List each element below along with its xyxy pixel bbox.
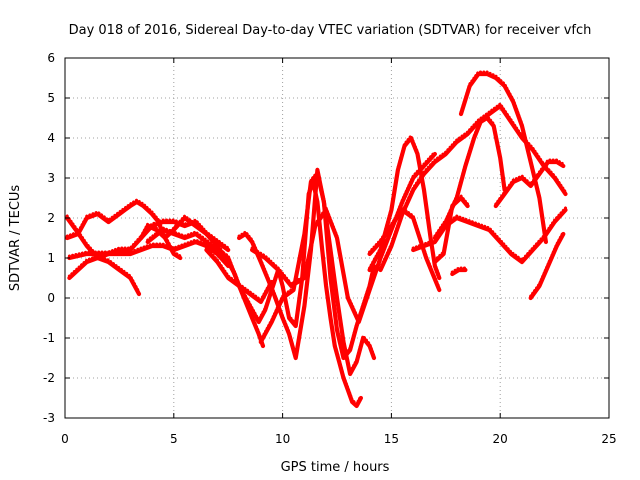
series-arc-18 — [450, 267, 468, 277]
series-arc-7-markers — [204, 174, 363, 407]
x-tick-label: 15 — [384, 432, 399, 446]
series-arc-17 — [458, 71, 548, 245]
series-arc-17-markers — [459, 70, 548, 242]
series-arc-4 — [67, 239, 231, 269]
series-arc-10-markers — [250, 150, 437, 325]
chart-title: Day 018 of 2016, Sidereal Day-to-day VTE… — [69, 23, 592, 38]
y-tick-label: 0 — [47, 291, 55, 305]
x-tick-label: 0 — [61, 432, 69, 446]
series-arc-6 — [145, 227, 274, 305]
ticks — [64, 57, 610, 419]
series-arc-3-markers — [67, 254, 141, 294]
series-arc-3 — [67, 255, 142, 297]
series-arc-19-markers — [494, 158, 565, 206]
series-arc-18-markers — [450, 266, 467, 274]
series-arc-1-markers — [65, 198, 182, 258]
y-tick-label: 4 — [47, 131, 55, 145]
series-arc-20-markers — [529, 230, 565, 298]
series-arc-6-markers — [146, 226, 274, 303]
plot-frame — [64, 57, 610, 419]
y-tick-label: -3 — [43, 411, 55, 425]
x-axis-label: GPS time / hours — [281, 460, 390, 475]
x-tick-label: 10 — [275, 432, 290, 446]
x-tick-label: 25 — [601, 432, 616, 446]
y-tick-label: -2 — [43, 371, 55, 385]
y-tick-label: 5 — [47, 91, 55, 105]
x-tick-label: 20 — [493, 432, 508, 446]
series-arc-11-markers — [368, 133, 441, 278]
series-arc-12-markers — [368, 205, 441, 290]
x-tick-label: 5 — [170, 432, 178, 446]
series-arc-20 — [528, 231, 566, 301]
y-tick-label: -1 — [43, 331, 55, 345]
y-tick-label: 1 — [47, 251, 55, 265]
series-arc-9-markers — [259, 168, 376, 377]
y-tick-labels: -3 -2 -1 0 1 2 3 4 5 6 — [43, 51, 55, 425]
series-layer — [65, 70, 568, 409]
y-axis-label: SDTVAR / TECUs — [8, 185, 23, 292]
series-arc-16-markers — [433, 193, 470, 262]
series-arc-19 — [493, 159, 566, 209]
y-tick-label: 3 — [47, 171, 55, 185]
series-arc-13-markers — [379, 101, 567, 270]
y-tick-label: 2 — [47, 211, 55, 225]
y-tick-label: 6 — [47, 51, 55, 65]
series-arc-10 — [250, 151, 437, 325]
x-tick-labels: 0 5 10 15 20 25 — [61, 432, 616, 446]
series-arc-2-markers — [65, 214, 230, 258]
